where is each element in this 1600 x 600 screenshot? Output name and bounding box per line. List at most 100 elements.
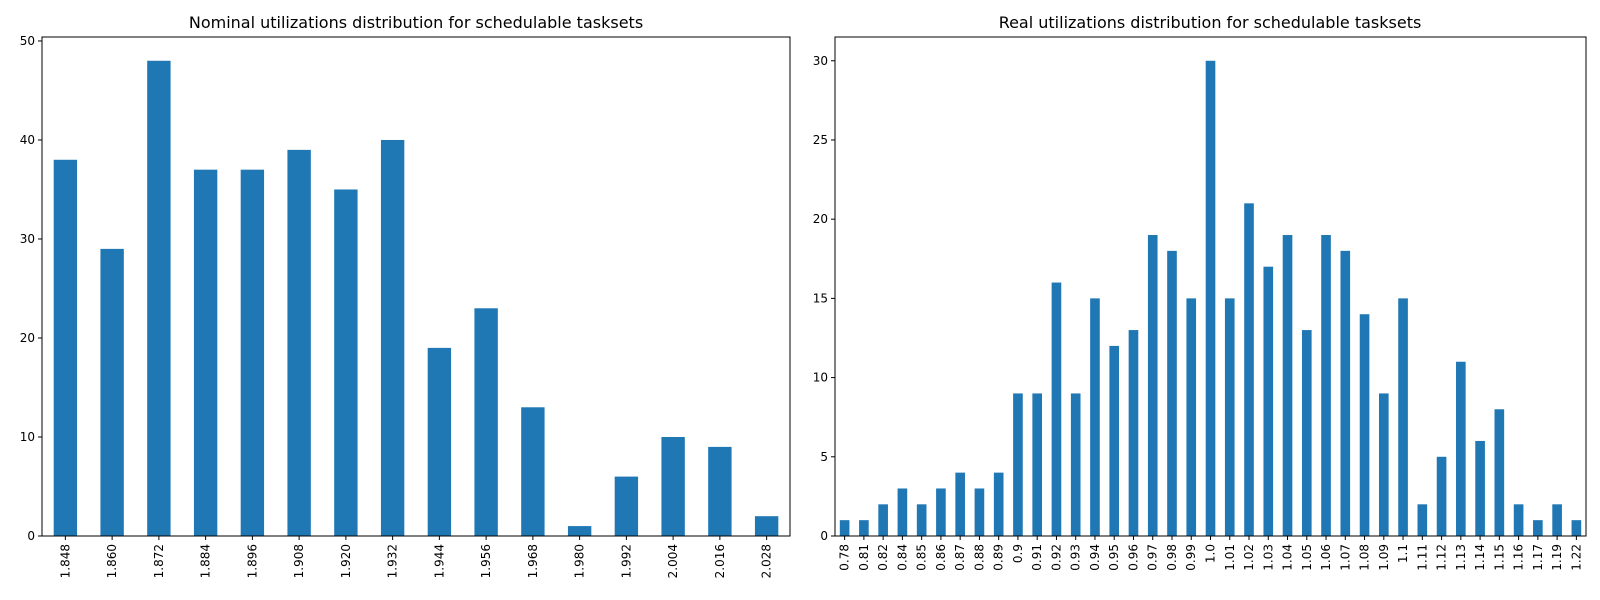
chart-panel-nominal: Nominal utilizations distribution for sc… <box>20 13 791 578</box>
x-tick-label: 1.932 <box>386 544 400 578</box>
bar-real-1.22 <box>1571 520 1582 536</box>
x-tick-label: 0.84 <box>895 544 909 571</box>
x-tick-label: 1.13 <box>1454 544 1468 571</box>
bar-real-1.14 <box>1475 440 1485 536</box>
bar-real-0.78 <box>839 520 850 536</box>
y-tick-label: 20 <box>20 331 35 345</box>
x-tick-label: 2.028 <box>760 544 774 578</box>
y-tick-label: 50 <box>20 34 35 48</box>
y-tick-label: 40 <box>20 133 35 147</box>
bar-real-1.16 <box>1513 504 1524 536</box>
bar-nominal-1.992 <box>614 476 639 536</box>
y-tick-label: 10 <box>20 430 35 444</box>
bar-real-1.12 <box>1436 456 1447 536</box>
x-tick-label: 0.86 <box>934 544 948 571</box>
bar-real-0.84 <box>897 488 908 536</box>
bar-real-1.17 <box>1533 520 1543 536</box>
bar-real-0.94 <box>1090 298 1100 536</box>
chart-panel-real: Real utilizations distribution for sched… <box>813 13 1587 571</box>
y-tick-label: 10 <box>813 371 828 385</box>
y-tick-label: 25 <box>813 133 828 147</box>
bar-nominal-1.956 <box>474 308 498 536</box>
x-tick-label: 0.88 <box>972 544 986 571</box>
y-tick-label: 5 <box>820 450 828 464</box>
bars-nominal <box>53 60 779 537</box>
bar-nominal-1.908 <box>287 149 311 536</box>
x-tick-label: 0.96 <box>1126 544 1140 571</box>
bar-real-1.02 <box>1244 203 1254 536</box>
x-tick-label: 0.92 <box>1049 544 1063 571</box>
x-tick-label: 1.16 <box>1512 544 1526 571</box>
chart-title-nominal: Nominal utilizations distribution for sc… <box>189 13 643 32</box>
x-tick-label: 0.9 <box>1011 544 1025 563</box>
bar-real-0.85 <box>916 504 927 536</box>
bar-real-1.06 <box>1321 235 1331 536</box>
y-tick-label: 30 <box>813 54 828 68</box>
bar-real-1.01 <box>1224 298 1235 536</box>
bar-real-0.9 <box>1013 393 1023 536</box>
x-tick-label: 1.04 <box>1281 544 1295 571</box>
x-tick-label: 1.860 <box>105 544 119 578</box>
bar-real-1.05 <box>1301 330 1312 536</box>
bar-nominal-1.896 <box>240 169 265 537</box>
y-tick-label: 20 <box>813 212 828 226</box>
bar-nominal-1.860 <box>100 248 124 536</box>
x-tick-label: 0.85 <box>915 544 929 571</box>
bar-real-0.91 <box>1032 393 1043 536</box>
bar-real-0.98 <box>1167 250 1177 537</box>
bar-real-1.07 <box>1340 250 1351 537</box>
bar-real-0.86 <box>936 488 946 536</box>
bar-real-0.96 <box>1128 330 1139 536</box>
bar-real-0.97 <box>1147 235 1158 536</box>
x-tick-label: 1.02 <box>1242 544 1256 571</box>
bar-real-0.82 <box>878 504 888 536</box>
x-tick-label: 0.82 <box>876 544 890 571</box>
bars-real <box>839 60 1582 537</box>
bar-real-0.92 <box>1051 282 1062 536</box>
bar-real-0.87 <box>955 472 965 536</box>
x-tick-label: 1.09 <box>1377 544 1391 571</box>
bar-real-1.03 <box>1263 266 1274 536</box>
x-tick-label: 1.884 <box>199 544 213 578</box>
x-tick-label: 0.93 <box>1069 544 1083 571</box>
bar-real-0.95 <box>1109 345 1120 536</box>
chart-title-real: Real utilizations distribution for sched… <box>999 13 1422 32</box>
bar-nominal-1.944 <box>427 347 452 536</box>
bar-nominal-1.848 <box>53 159 78 536</box>
x-tick-label: 1.872 <box>152 544 166 578</box>
x-tick-label: 1.07 <box>1338 544 1352 571</box>
bar-nominal-2.004 <box>661 436 685 536</box>
x-tick-label: 1.1 <box>1396 544 1410 563</box>
bar-real-0.93 <box>1070 393 1081 536</box>
y-axis-real: 0 5 10 15 20 25 30 <box>813 54 835 543</box>
bar-real-0.99 <box>1186 298 1197 536</box>
x-tick-label: 1.0 <box>1204 544 1218 563</box>
x-tick-label: 1.848 <box>58 544 72 578</box>
x-tick-label: 0.95 <box>1107 544 1121 571</box>
x-tick-label: 0.78 <box>838 544 852 571</box>
bar-nominal-1.884 <box>193 169 218 537</box>
x-tick-label: 1.956 <box>479 544 493 578</box>
x-tick-label: 1.920 <box>339 544 353 578</box>
x-tick-label: 0.94 <box>1088 544 1102 571</box>
x-tick-label: 0.97 <box>1146 544 1160 571</box>
x-tick-label: 1.968 <box>526 544 540 578</box>
y-tick-label: 0 <box>27 529 35 543</box>
x-tick-label: 1.980 <box>573 544 587 578</box>
x-tick-label: 1.08 <box>1358 544 1372 571</box>
x-tick-label: 1.22 <box>1569 544 1583 571</box>
bar-real-1.15 <box>1494 409 1505 536</box>
bar-nominal-2.028 <box>754 516 779 536</box>
bar-nominal-1.980 <box>567 526 592 536</box>
x-tick-label: 0.98 <box>1165 544 1179 571</box>
x-tick-label: 1.06 <box>1319 544 1333 571</box>
axes-frame-real <box>834 36 1587 537</box>
x-tick-label: 1.12 <box>1435 544 1449 571</box>
x-tick-label: 1.01 <box>1223 544 1237 571</box>
bar-real-1.13 <box>1456 361 1466 536</box>
y-tick-label: 30 <box>20 232 35 246</box>
bar-nominal-2.016 <box>708 446 732 536</box>
x-tick-label: 1.896 <box>245 544 259 578</box>
x-tick-label: 0.81 <box>857 544 871 571</box>
